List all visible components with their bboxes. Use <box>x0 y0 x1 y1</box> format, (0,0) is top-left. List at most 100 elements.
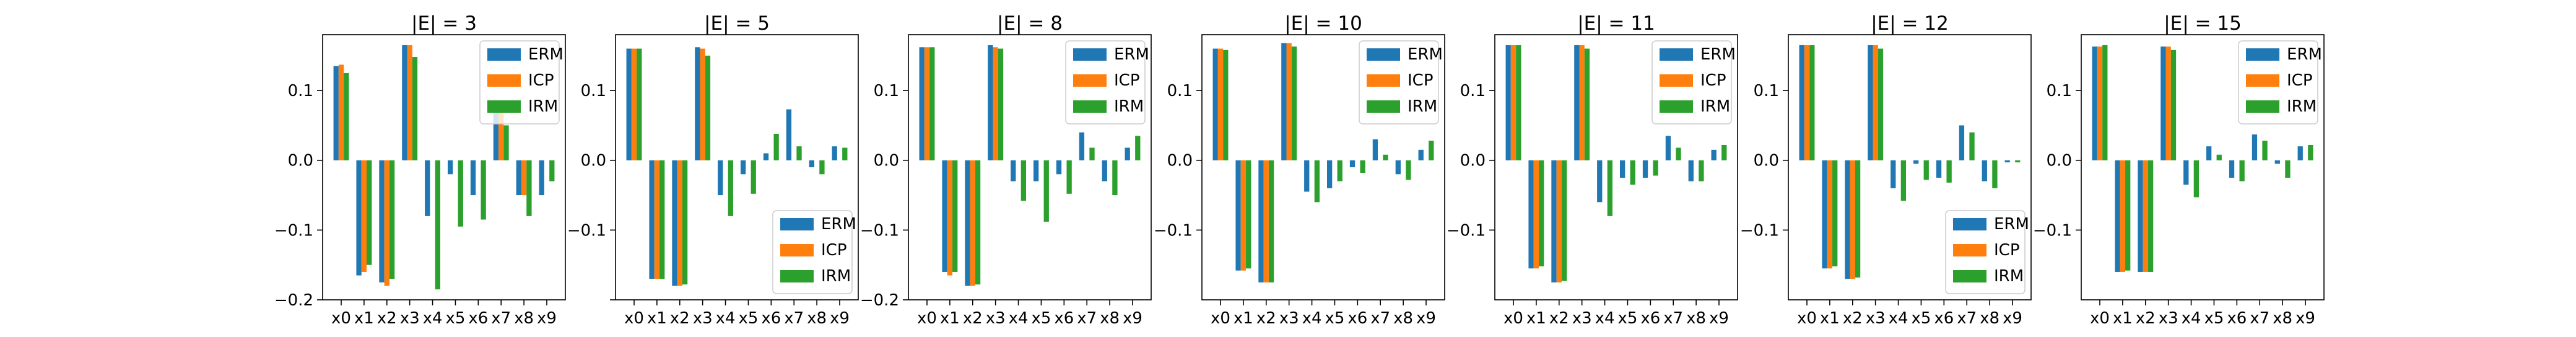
axes-frame <box>1201 34 1445 300</box>
bar-irm-x2 <box>975 160 981 285</box>
bar-irm-x5 <box>751 160 756 194</box>
bar-erm-x2 <box>1845 160 1850 279</box>
bar-erm-x9 <box>2297 146 2303 160</box>
bar-erm-x4 <box>1891 160 1896 188</box>
bars <box>1799 45 2021 279</box>
x-tick-label: x6 <box>2227 309 2247 328</box>
x-tick-label: x3 <box>1866 309 1886 328</box>
legend-swatch-icp <box>1367 74 1400 87</box>
x-tick-label: x4 <box>423 309 443 328</box>
x-tick-label: x6 <box>1347 309 1367 328</box>
bar-irm-x6 <box>2239 160 2245 182</box>
legend: ERM ICP IRM <box>1359 40 1443 125</box>
bar-irm-x5 <box>1337 160 1342 182</box>
bar-icp-x2 <box>384 160 389 286</box>
chart-3: −0.2 −0.1 0.0 0.1 x0 x1 x2 x3 x4 x5 x6 x7 x8 x9 |E| = … <box>860 12 1152 328</box>
bar-erm-x7 <box>2252 134 2258 160</box>
bar-erm-x2 <box>379 160 385 282</box>
bar-irm-x3 <box>412 57 418 160</box>
bar-erm-x5 <box>447 160 453 175</box>
bar-erm-x8 <box>809 160 814 167</box>
bar-erm-x1 <box>1235 160 1241 271</box>
x-tick-label: x2 <box>963 309 983 328</box>
bar-irm-x7 <box>2262 141 2268 160</box>
bar-icp-x0 <box>2097 46 2103 160</box>
x-tick-label: x6 <box>1934 309 1954 328</box>
bar-icp-x3 <box>407 45 412 160</box>
x-tick-label: x4 <box>1889 309 1908 328</box>
x-tick-label: x7 <box>1663 309 1683 328</box>
legend-swatch-erm <box>487 48 521 61</box>
bar-irm-x5 <box>458 160 463 227</box>
bar-irm-x1 <box>1832 160 1838 266</box>
legend: ERM ICP IRM <box>1651 40 1736 125</box>
y-tick-label: 0.1 <box>2047 82 2072 100</box>
bar-icp-x2 <box>1263 160 1269 282</box>
bar-erm-x6 <box>470 160 476 196</box>
bar-irm-x3 <box>998 48 1004 160</box>
bar-erm-x7 <box>1372 139 1378 160</box>
chart-7: −0.1 0.0 0.1 x0 x1 x2 x3 x4 x5 x6 x7 x8 x9 |E| = 15 ER… <box>2033 12 2325 328</box>
bar-erm-x0 <box>1799 45 1804 160</box>
x-tick-label: x4 <box>1302 309 1322 328</box>
y-tick-label: 0.1 <box>1460 82 1486 100</box>
bar-irm-x0 <box>344 72 349 160</box>
bar-erm-x4 <box>1011 160 1016 182</box>
bar-icp-x3 <box>1579 45 1585 160</box>
bar-irm-x6 <box>481 160 486 220</box>
x-tick-label: x9 <box>830 309 850 328</box>
bar-erm-x1 <box>1822 160 1827 269</box>
legend-swatch-erm <box>1660 48 1693 61</box>
bar-icp-x3 <box>700 48 705 160</box>
bar-irm-x9 <box>1721 144 1727 160</box>
bar-irm-x4 <box>1900 160 1907 201</box>
bar-icp-x0 <box>924 47 930 160</box>
legend-label-erm: ERM <box>1994 215 2029 234</box>
bar-icp-x3 <box>1873 45 1878 160</box>
bar-erm-x4 <box>1597 160 1603 203</box>
legend-swatch-erm <box>1073 48 1107 61</box>
bar-irm-x3 <box>705 55 711 160</box>
x-tick-label: x2 <box>2136 309 2156 328</box>
bar-icp-x2 <box>2143 160 2148 272</box>
bar-irm-x8 <box>1699 160 1704 182</box>
bar-irm-x3 <box>2170 50 2177 160</box>
bar-irm-x1 <box>1246 160 1251 269</box>
bar-irm-x8 <box>526 160 532 216</box>
chart-title: |E| = 3 <box>411 12 477 35</box>
x-tick-label: x7 <box>1370 309 1390 328</box>
axes-frame <box>1494 34 1738 300</box>
bar-erm-x9 <box>1711 149 1717 160</box>
bar-icp-x7 <box>498 111 504 160</box>
bar-icp-x1 <box>361 160 367 272</box>
legend: ERM ICP IRM <box>1065 40 1149 125</box>
x-tick-label: x1 <box>1526 309 1546 328</box>
legend-label-icp: ICP <box>2287 71 2313 90</box>
bar-irm-x3 <box>1291 46 1297 160</box>
chart-1: −0.2 −0.1 0.0 0.1 x0 x1 x2 x3 x4 x5 x6 x7 x8 x9 |E| = … <box>274 12 566 328</box>
x-tick-label: x7 <box>1077 309 1097 328</box>
bar-irm-x1 <box>2125 160 2131 271</box>
bar-erm-x0 <box>333 66 339 160</box>
bar-icp-x1 <box>654 160 660 279</box>
bar-irm-x8 <box>1112 160 1118 196</box>
x-tick-label: x3 <box>1572 309 1592 328</box>
chart-title: |E| = 10 <box>1284 12 1362 35</box>
y-tick-label: 0.1 <box>581 82 606 100</box>
bar-erm-x3 <box>988 45 993 160</box>
chart-title: |E| = 15 <box>2164 12 2242 35</box>
legend-label-erm: ERM <box>2287 45 2322 64</box>
bar-icp-x1 <box>1533 160 1539 269</box>
bar-erm-x8 <box>1102 160 1107 182</box>
bar-irm-x6 <box>1946 160 1952 183</box>
x-tick-label: x1 <box>647 309 667 328</box>
bar-irm-x2 <box>389 160 395 279</box>
x-tick-label: x9 <box>1709 309 1729 328</box>
bar-erm-x3 <box>1868 45 1873 160</box>
y-tick-label: −0.1 <box>2033 221 2072 240</box>
legend-label-icp: ICP <box>1114 71 1140 90</box>
legend-label-irm: IRM <box>528 97 558 116</box>
legend-swatch-erm <box>1953 218 1986 230</box>
y-tick-label: −0.2 <box>860 291 899 310</box>
